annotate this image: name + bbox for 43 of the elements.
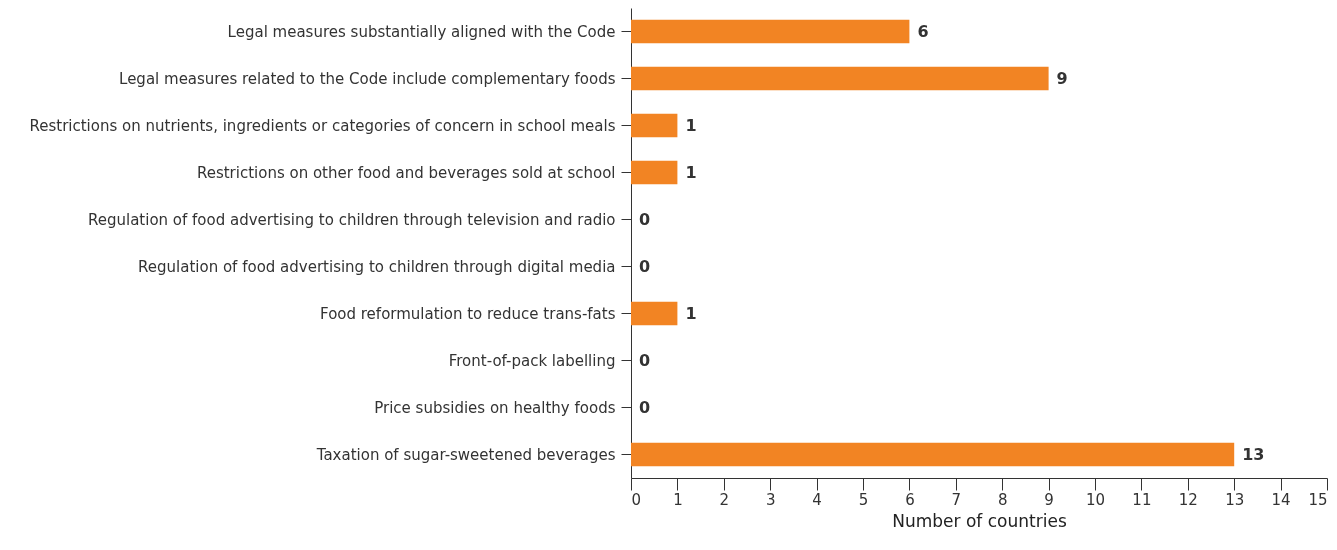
data-label: 0 xyxy=(639,256,651,276)
data-label: 9 xyxy=(1056,68,1068,88)
x-tick-label: 8 xyxy=(997,490,1008,509)
x-tick-label: 12 xyxy=(1178,490,1198,509)
y-tick-label: Regulation of food advertising to children through digital media xyxy=(138,257,616,276)
x-tick-label: 9 xyxy=(1044,490,1054,509)
x-tick-label: 5 xyxy=(858,490,869,509)
x-tick-label: 14 xyxy=(1271,490,1291,509)
y-tick-label: Legal measures substantially aligned with the Code xyxy=(227,22,616,41)
y-tick-label: Front-of-pack labelling xyxy=(448,351,616,370)
y-tick-label: Regulation of food advertising to children through television and radio xyxy=(87,210,616,229)
y-tick-label: Restrictions on nutrients, ingredients or categories of concern in school meals xyxy=(29,116,616,135)
y-tick-label: Taxation of sugar-sweetened beverages xyxy=(315,445,616,464)
x-axis-title: Number of countries xyxy=(892,510,1067,531)
x-tick-label: 0 xyxy=(631,490,642,509)
x-tick-label: 10 xyxy=(1085,490,1106,509)
data-label: 13 xyxy=(1242,444,1265,464)
y-tick-label: Restrictions on other food and beverages sold at school xyxy=(196,163,616,182)
x-tick-label: 4 xyxy=(812,490,822,509)
x-tick-label: 2 xyxy=(719,490,730,509)
x-tick-label: 3 xyxy=(765,490,776,509)
bar xyxy=(631,442,1235,467)
data-label: 1 xyxy=(685,162,697,182)
y-tick-label: Price subsidies on healthy foods xyxy=(374,398,616,417)
bar xyxy=(631,113,678,138)
x-tick-label: 7 xyxy=(951,490,962,509)
data-label: 1 xyxy=(685,115,697,135)
data-label: 1 xyxy=(685,303,697,323)
data-label: 0 xyxy=(639,397,651,417)
x-tick-label: 13 xyxy=(1225,490,1245,509)
bar xyxy=(631,160,678,185)
bar xyxy=(631,66,1049,91)
y-tick-label: Food reformulation to reduce trans-fats xyxy=(320,304,616,323)
x-tick-label: 15 xyxy=(1308,490,1328,509)
data-label: 6 xyxy=(917,21,929,41)
y-tick-label: Legal measures related to the Code include complementary foods xyxy=(119,69,616,88)
bar xyxy=(631,19,910,44)
x-tick-label: 11 xyxy=(1132,490,1152,509)
data-label: 0 xyxy=(639,209,651,229)
x-tick-label: 6 xyxy=(905,490,915,509)
bar xyxy=(631,301,678,326)
x-tick-label: 1 xyxy=(673,490,683,509)
data-label: 0 xyxy=(639,350,651,370)
